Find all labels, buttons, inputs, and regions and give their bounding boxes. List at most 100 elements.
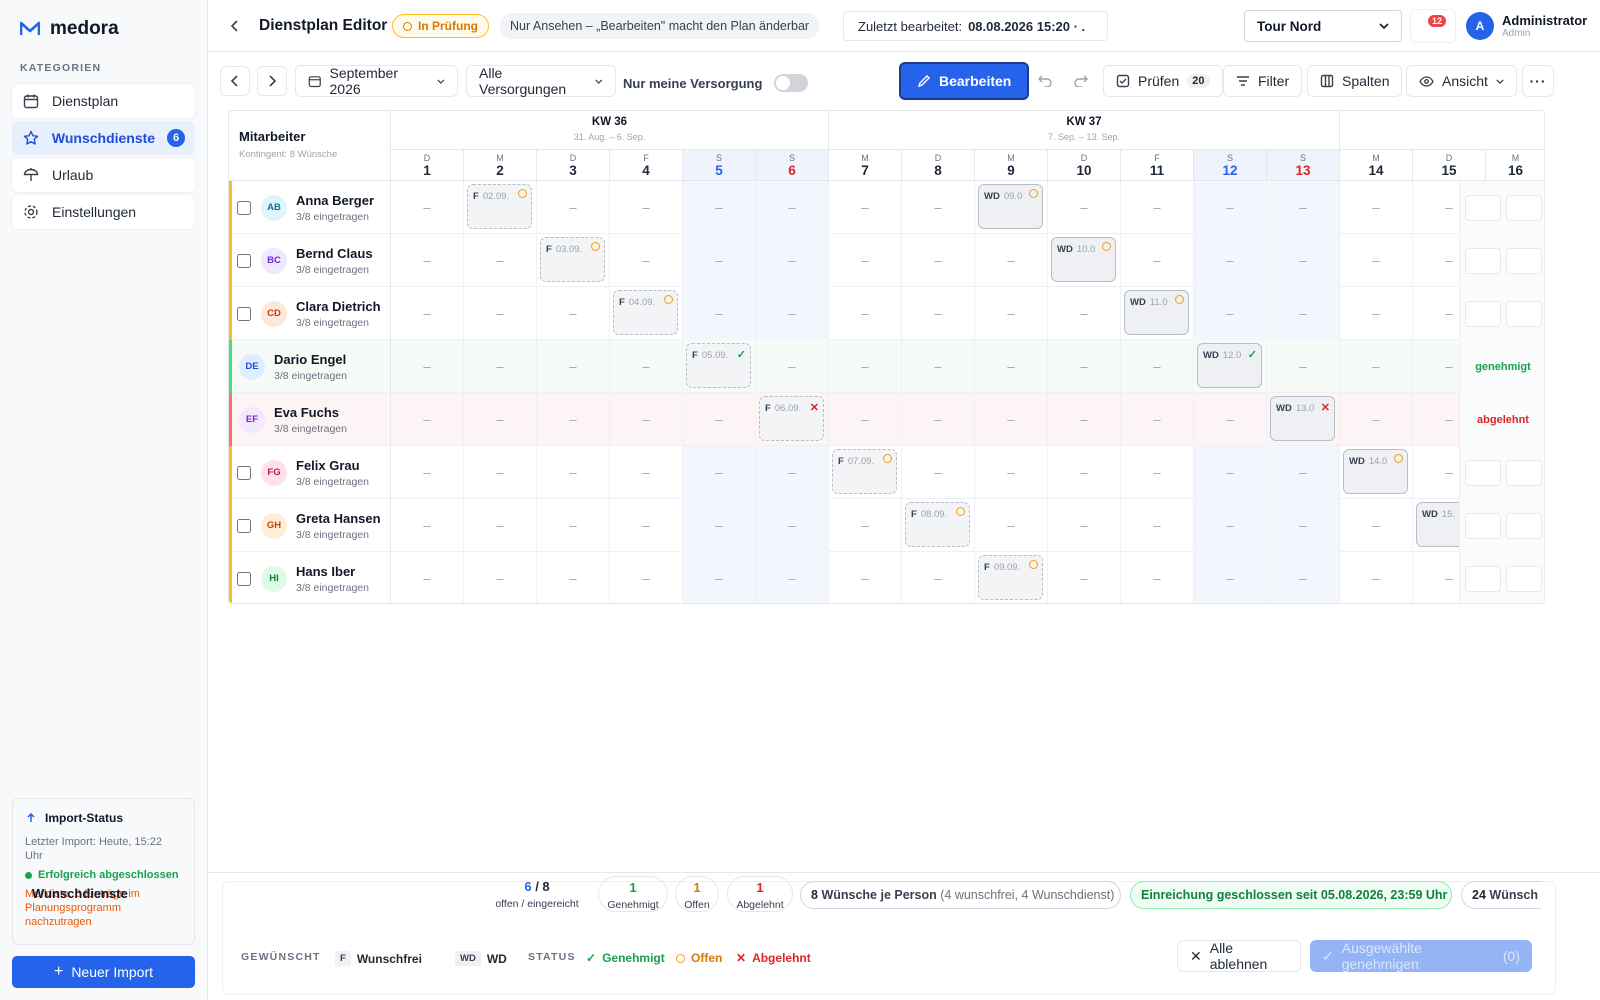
day-cell[interactable]: –	[1267, 287, 1340, 340]
wish-card[interactable]: WD 11.0	[1124, 290, 1189, 335]
day-cell[interactable]: –	[902, 393, 975, 446]
day-cell[interactable]: –	[975, 393, 1048, 446]
day-cell[interactable]: –	[683, 499, 756, 552]
employee-cell[interactable]: EF Eva Fuchs 3/8 eingetragen	[229, 393, 391, 446]
day-cell[interactable]: –	[391, 446, 464, 499]
day-cell[interactable]: –	[610, 234, 683, 287]
wish-card[interactable]: F 08.09.	[905, 502, 970, 547]
reject-row-button[interactable]	[1505, 565, 1542, 592]
reject-row-button[interactable]	[1505, 512, 1542, 539]
day-cell[interactable]: –	[1267, 499, 1340, 552]
day-cell[interactable]: F 03.09.	[537, 234, 610, 287]
day-cell[interactable]: –	[391, 499, 464, 552]
day-cell[interactable]: –	[464, 552, 537, 603]
day-cell[interactable]: –	[464, 340, 537, 393]
approve-row-button[interactable]	[1464, 247, 1501, 274]
day-cell[interactable]: –	[829, 287, 902, 340]
day-cell[interactable]: WD 14.0	[1340, 446, 1413, 499]
day-cell[interactable]: –	[683, 287, 756, 340]
day-cell[interactable]: –	[975, 234, 1048, 287]
employee-cell[interactable]: CD Clara Dietrich 3/8 eingetragen	[229, 287, 391, 340]
day-cell[interactable]: –	[1340, 234, 1413, 287]
wish-card[interactable]: F 06.09. ✕	[759, 396, 824, 441]
row-select-checkbox[interactable]	[237, 571, 251, 586]
day-cell[interactable]: –	[683, 393, 756, 446]
day-cell[interactable]: –	[1048, 446, 1121, 499]
day-cell[interactable]: –	[1121, 340, 1194, 393]
notifications-button[interactable]: 12	[1410, 9, 1456, 43]
day-cell[interactable]: –	[1267, 340, 1340, 393]
day-cell[interactable]: –	[1194, 234, 1267, 287]
day-cell[interactable]: WD 11.0	[1121, 287, 1194, 340]
approve-row-button[interactable]	[1464, 459, 1501, 486]
day-cell[interactable]: –	[902, 340, 975, 393]
back-button[interactable]	[230, 0, 240, 52]
day-cell[interactable]: –	[464, 499, 537, 552]
day-cell[interactable]: –	[610, 393, 683, 446]
day-cell[interactable]: –	[1048, 340, 1121, 393]
reject-all-button[interactable]: ✕ Alle ablehnen	[1177, 940, 1301, 972]
day-cell[interactable]: –	[391, 234, 464, 287]
day-cell[interactable]: –	[1121, 552, 1194, 603]
day-cell[interactable]: –	[1340, 499, 1413, 552]
day-cell[interactable]: –	[537, 446, 610, 499]
more-button[interactable]: ···	[1522, 65, 1554, 97]
day-cell[interactable]: –	[756, 446, 829, 499]
day-cell[interactable]: –	[1340, 181, 1413, 234]
day-cell[interactable]: –	[902, 446, 975, 499]
day-cell[interactable]: F 04.09.	[610, 287, 683, 340]
day-cell[interactable]: –	[1048, 393, 1121, 446]
approve-row-button[interactable]	[1464, 512, 1501, 539]
day-cell[interactable]: –	[829, 340, 902, 393]
day-cell[interactable]: WD 09.0	[975, 181, 1048, 234]
app-logo[interactable]: medora	[20, 18, 119, 40]
day-cell[interactable]: –	[756, 287, 829, 340]
approve-row-button[interactable]	[1464, 565, 1501, 592]
view-button[interactable]: Ansicht	[1406, 65, 1517, 97]
day-cell[interactable]: –	[464, 287, 537, 340]
day-cell[interactable]: –	[683, 234, 756, 287]
edit-button[interactable]: Bearbeiten	[899, 62, 1030, 100]
day-cell[interactable]: –	[537, 552, 610, 603]
day-cell[interactable]: –	[610, 499, 683, 552]
day-cell[interactable]: –	[1194, 287, 1267, 340]
day-cell[interactable]: F 09.09.	[975, 552, 1048, 603]
day-cell[interactable]: –	[1121, 393, 1194, 446]
day-cell[interactable]: –	[537, 499, 610, 552]
day-cell[interactable]: –	[829, 499, 902, 552]
employee-cell[interactable]: GH Greta Hansen 3/8 eingetragen	[229, 499, 391, 552]
day-cell[interactable]: –	[1048, 287, 1121, 340]
wish-card[interactable]: F 02.09.	[467, 184, 532, 229]
approve-selected-button[interactable]: ✓ Ausgewählte genehmigen (0)	[1310, 940, 1532, 972]
day-cell[interactable]: –	[902, 181, 975, 234]
day-cell[interactable]: –	[756, 340, 829, 393]
day-cell[interactable]: –	[1048, 552, 1121, 603]
day-cell[interactable]: –	[1340, 340, 1413, 393]
wish-card[interactable]: F 05.09. ✓	[686, 343, 751, 388]
day-cell[interactable]: –	[1121, 499, 1194, 552]
employee-cell[interactable]: FG Felix Grau 3/8 eingetragen	[229, 446, 391, 499]
day-cell[interactable]: F 02.09.	[464, 181, 537, 234]
undo-button[interactable]	[1030, 66, 1060, 96]
day-cell[interactable]: –	[464, 446, 537, 499]
day-cell[interactable]: –	[1340, 393, 1413, 446]
day-cell[interactable]: –	[1194, 181, 1267, 234]
day-cell[interactable]: –	[464, 234, 537, 287]
day-cell[interactable]: –	[610, 340, 683, 393]
reject-row-button[interactable]	[1505, 247, 1542, 274]
wish-card[interactable]: WD 14.0	[1343, 449, 1408, 494]
wish-card[interactable]: WD 12.0 ✓	[1197, 343, 1262, 388]
redo-button[interactable]	[1066, 66, 1096, 96]
day-cell[interactable]: –	[391, 552, 464, 603]
prev-month-button[interactable]	[220, 66, 250, 96]
day-cell[interactable]: –	[829, 181, 902, 234]
day-cell[interactable]: –	[975, 287, 1048, 340]
day-cell[interactable]: –	[756, 552, 829, 603]
day-cell[interactable]: –	[610, 181, 683, 234]
day-cell[interactable]: –	[1121, 234, 1194, 287]
only-mine-toggle[interactable]	[774, 74, 809, 92]
day-cell[interactable]: –	[1267, 446, 1340, 499]
month-picker[interactable]: September 2026	[295, 65, 458, 97]
day-cell[interactable]: F 08.09.	[902, 499, 975, 552]
columns-button[interactable]: Spalten	[1307, 65, 1403, 97]
